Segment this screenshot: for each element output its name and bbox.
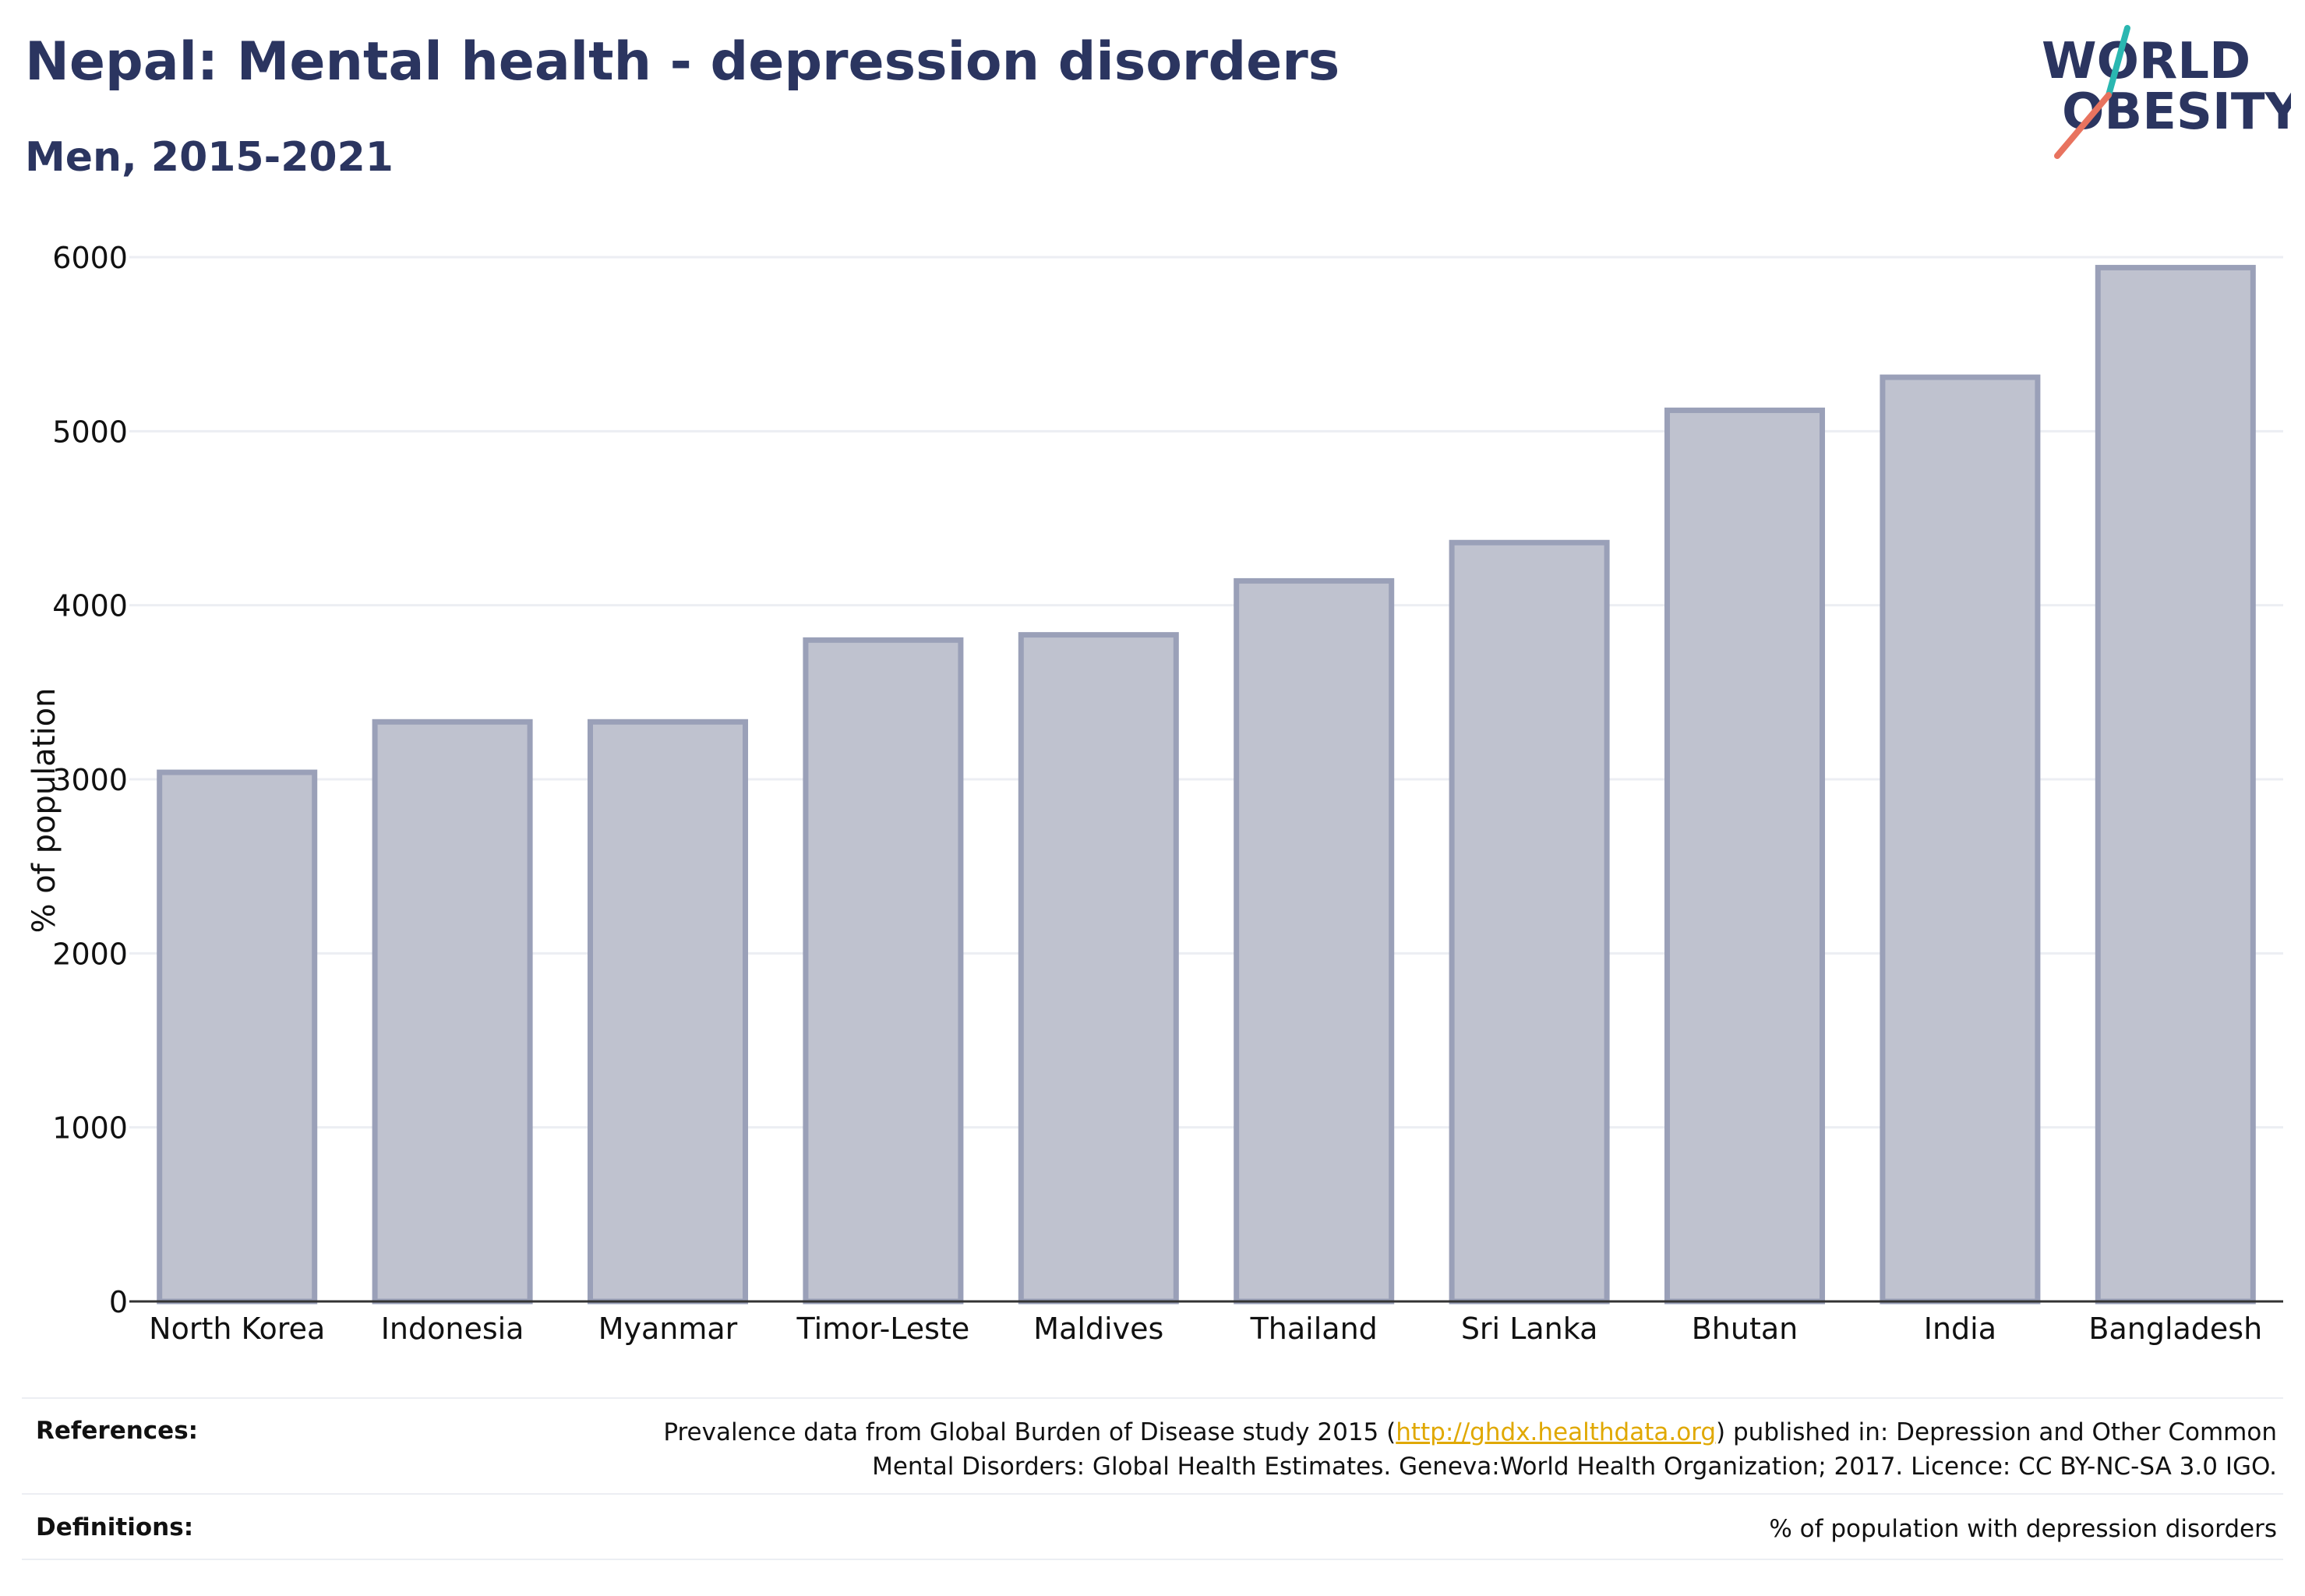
x-tick-label: Myanmar [598, 1312, 738, 1346]
logo-slash-coral [2054, 92, 2112, 159]
references-link[interactable]: http://ghdx.healthdata.org [1396, 1418, 1717, 1446]
references-text: Prevalence data from Global Burden of Di… [663, 1415, 2277, 1484]
y-tick-labels: 0 1000 2000 3000 4000 5000 6000 [52, 241, 128, 1319]
footer-divider-bottom [22, 1559, 2283, 1560]
bar [803, 637, 964, 1305]
x-tick-label: Timor-Leste [796, 1312, 970, 1346]
footer-divider-middle [22, 1493, 2283, 1495]
x-tick-label: Thailand [1250, 1312, 1378, 1346]
references-text-pre: Prevalence data from Global Burden of Di… [663, 1418, 1396, 1446]
x-tick-label: Sri Lanka [1461, 1312, 1598, 1346]
bars [157, 264, 2256, 1305]
page-subtitle: Men, 2015-2021 [25, 134, 394, 181]
x-tick-label: North Korea [149, 1312, 325, 1346]
bar [372, 719, 533, 1305]
y-tick-label: 1000 [52, 1111, 128, 1146]
references-text-post: ) published in: Depression and Other Com… [1716, 1418, 2277, 1446]
x-tick-label: Indonesia [381, 1312, 524, 1346]
definitions-text: % of population with depression disorder… [1769, 1515, 2277, 1543]
y-tick-label: 5000 [52, 415, 128, 449]
bar [1234, 577, 1395, 1305]
page-title: Nepal: Mental health - depression disord… [25, 31, 1340, 93]
references-text-line2: Mental Disorders: Global Health Estimate… [872, 1453, 2277, 1481]
y-tick-label: 2000 [52, 937, 128, 971]
y-tick-label: 6000 [52, 241, 128, 275]
x-tick-label: Bangladesh [2088, 1312, 2262, 1346]
bar [1664, 408, 1826, 1305]
x-tick-label: Bhutan [1692, 1312, 1798, 1346]
x-tick-label: Maldives [1033, 1312, 1163, 1346]
x-tick-labels: North Korea Indonesia Myanmar Timor-Leste Ma… [149, 1312, 2262, 1346]
y-tick-label: 0 [109, 1285, 128, 1319]
logo-slash-teal [2106, 25, 2130, 98]
bar [1449, 539, 1610, 1305]
y-tick-label: 3000 [52, 763, 128, 797]
y-axis-label: % of population [26, 688, 62, 934]
x-tick-label: India [1924, 1312, 1996, 1346]
references-label: References: [36, 1417, 199, 1445]
bar [587, 719, 749, 1305]
logo-word-world: WORLD [2042, 33, 2250, 90]
bar-chart: 0 1000 2000 3000 4000 5000 6000 North Korea Ind… [26, 241, 2283, 1346]
bar [2095, 264, 2256, 1305]
bar [157, 769, 318, 1305]
bar [1880, 374, 2041, 1305]
bar [1018, 632, 1179, 1305]
footer-divider-top [22, 1397, 2283, 1399]
y-tick-label: 4000 [52, 589, 128, 623]
world-obesity-logo: WORLD OBESITY [2042, 25, 2291, 159]
logo-word-obesity: OBESITY [2062, 83, 2291, 141]
definitions-label: Definitions: [36, 1513, 194, 1541]
